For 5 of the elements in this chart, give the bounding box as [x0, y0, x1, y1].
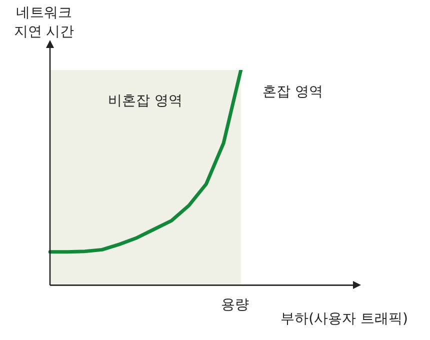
- text: 용량: [220, 297, 249, 314]
- y-axis-title: 네트워크 지연 시간: [12, 4, 76, 42]
- annotation: 혼잡 영역: [262, 84, 324, 100]
- series-label: 비혼잡 영역: [108, 93, 183, 109]
- x-axis-title: 부하(사용자 트래픽): [280, 310, 408, 328]
